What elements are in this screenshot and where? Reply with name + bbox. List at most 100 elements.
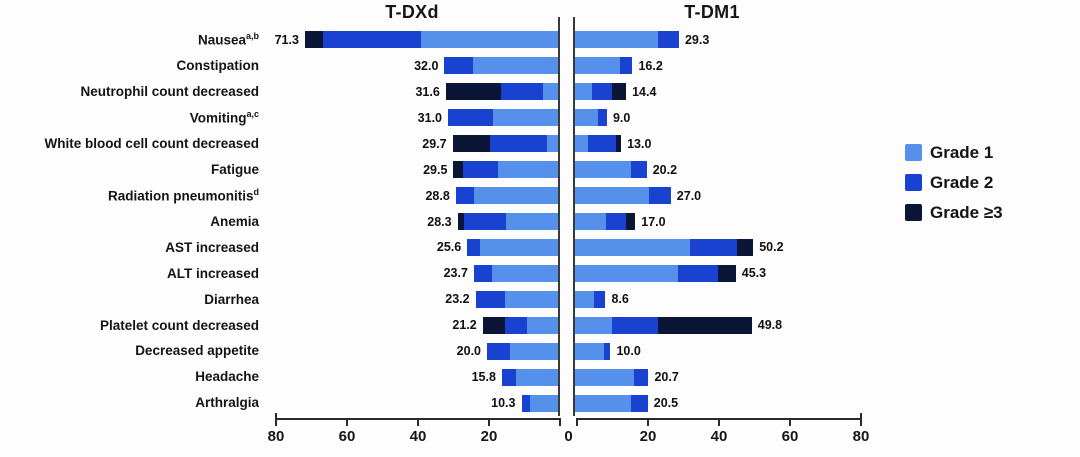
grade2-segment	[592, 83, 613, 101]
grade3-segment	[445, 83, 502, 101]
grade2-segment	[487, 342, 511, 360]
tdxd-value-label: 32.0	[414, 58, 439, 73]
tdxd-axis-line	[275, 418, 561, 420]
axis-tick-label: 40	[710, 428, 728, 445]
axis-endcap	[275, 413, 277, 418]
tdm1-panel: 49.8	[575, 312, 875, 338]
tdm1-panel: 10.0	[575, 338, 875, 364]
tdm1-stacked-bar	[575, 83, 627, 101]
ae-row: Anemia 28.3 17.0	[0, 209, 1080, 235]
grade1-segment	[575, 264, 678, 282]
tdxd-stacked-bar	[482, 316, 558, 334]
grade3-segment	[718, 264, 736, 282]
legend-item-grade2: Grade 2	[905, 172, 1003, 193]
tdxd-stacked-bar	[475, 290, 558, 308]
grade2-segment	[501, 368, 517, 386]
category-label: Decreased appetite	[135, 343, 259, 359]
tdxd-stacked-bar	[444, 57, 558, 75]
tdxd-stacked-bar	[473, 264, 558, 282]
center-axis-divider	[558, 17, 575, 416]
axis-tick	[576, 420, 578, 426]
ae-row: Neutrophil count decreased 31.6 14.4	[0, 79, 1080, 105]
axis-tick-label: 60	[781, 428, 799, 445]
tdm1-panel: 8.6	[575, 286, 875, 312]
tdm1-value-label: 20.2	[652, 162, 678, 177]
tdm1-panel: 16.2	[575, 53, 875, 79]
grade2-segment	[448, 109, 494, 127]
tdm1-value-label: 10.0	[616, 344, 641, 359]
grade2-segment	[490, 135, 547, 153]
category-label: Anemia	[210, 213, 259, 229]
category-label: Platelet count decreased	[99, 317, 259, 333]
legend-label: Grade 2	[930, 172, 994, 192]
axis-tick	[275, 420, 277, 426]
tdxd-value-label: 31.0	[417, 110, 443, 125]
grade2-segment	[444, 57, 473, 75]
grade3-segment	[452, 135, 491, 153]
ae-row: Arthralgia 10.3 20.5	[0, 390, 1080, 416]
grade3-segment	[304, 31, 323, 49]
grade2-segment	[690, 238, 737, 256]
legend-label: Grade ≥3	[930, 202, 1003, 222]
tdxd-panel: 29.5	[259, 157, 558, 183]
tdxd-panel: 31.0	[259, 105, 558, 131]
grade1-segment	[421, 31, 558, 49]
tdxd-panel: 21.2	[259, 312, 558, 338]
tdm1-stacked-bar	[575, 213, 636, 231]
grade1-segment	[505, 290, 558, 308]
tdxd-stacked-bar	[457, 213, 558, 231]
tdxd-value-label: 20.0	[456, 344, 482, 359]
tdxd-panel: 25.6	[259, 235, 558, 261]
tdm1-stacked-bar	[575, 31, 679, 49]
tdxd-panel: 29.7	[259, 131, 558, 157]
axis-tick	[346, 420, 348, 426]
grade2-segment	[475, 290, 506, 308]
grade1-segment	[575, 394, 632, 412]
grade1-segment	[516, 368, 558, 386]
legend-item-grade1: Grade 1	[905, 142, 1003, 163]
grade1-segment	[575, 161, 632, 179]
category-label: Nauseaa,b	[197, 31, 259, 48]
category-label: Radiation pneumonitisd	[107, 187, 259, 204]
category-label: Fatigue	[210, 161, 259, 177]
axis-tick-label: 80	[267, 428, 285, 445]
tdm1-value-label: 17.0	[641, 214, 666, 229]
tdxd-group-title: T-DXd	[385, 2, 439, 22]
grade1-segment	[530, 394, 558, 412]
grade1-segment	[575, 31, 658, 49]
grade2-segment	[620, 57, 633, 75]
ae-row: AST increased 25.6 50.2	[0, 235, 1080, 261]
tdxd-panel: 10.3	[259, 390, 558, 416]
grade2-segment	[631, 394, 648, 412]
tdm1-panel: 17.0	[575, 209, 875, 235]
grade1-segment	[575, 342, 604, 360]
grade2-segment	[505, 316, 527, 334]
axis-tick	[718, 420, 720, 426]
category-label: White blood cell count decreased	[44, 135, 259, 151]
tdm1-panel: 20.5	[575, 390, 875, 416]
grade3-segment	[736, 238, 754, 256]
category-label: Vomitinga,c	[189, 109, 259, 126]
axis-tick-label: 40	[409, 428, 427, 445]
axis-zero-label: 0	[564, 428, 573, 445]
grade1-segment	[575, 316, 613, 334]
tdm1-stacked-bar	[575, 394, 648, 412]
tdm1-group-title: T-DM1	[684, 2, 740, 22]
grade1-segment	[575, 187, 649, 205]
grade1-segment	[575, 109, 599, 127]
tdxd-panel: 31.6	[259, 79, 558, 105]
legend-label: Grade 1	[930, 142, 994, 162]
tdxd-stacked-bar	[304, 31, 558, 49]
tdxd-panel: 28.8	[259, 183, 558, 209]
tdxd-panel: 32.0	[259, 53, 558, 79]
tdm1-stacked-bar	[575, 161, 647, 179]
tdm1-panel: 14.4	[575, 79, 875, 105]
grade1-swatch-icon	[905, 144, 922, 161]
grade1-segment	[510, 342, 558, 360]
tdxd-value-label: 23.7	[443, 266, 468, 281]
tdxd-panel: 23.2	[259, 286, 558, 312]
tdm1-value-label: 45.3	[741, 266, 767, 281]
grade1-segment	[575, 238, 690, 256]
tdm1-panel: 29.3	[575, 27, 875, 53]
